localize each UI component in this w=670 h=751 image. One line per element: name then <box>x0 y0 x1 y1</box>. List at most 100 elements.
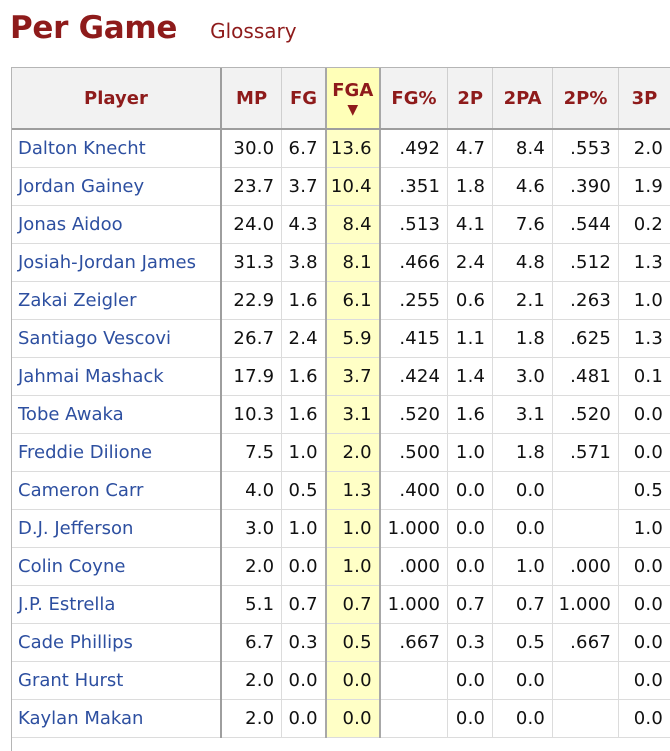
cell-fga: 2.0 <box>324 433 381 472</box>
cell-2pa: 0.0 <box>492 661 554 700</box>
table-row: Colin Coyne 2.0 0.0 1.0.000 0.0 1.0.000 0.0 <box>12 547 670 586</box>
column-header-fg[interactable]: FG <box>281 68 327 130</box>
table-row: Zakai Zeigler 22.9 1.6 6.1.255 0.6 2.1.263 1.0 <box>12 281 670 320</box>
cell-player: J.P. Estrella <box>12 585 222 624</box>
cell-fg: 1.6 <box>281 395 327 434</box>
cell-3p: 0.0 <box>618 433 670 472</box>
cell-3p: 1.0 <box>618 509 670 548</box>
player-link[interactable]: Zakai Zeigler <box>18 290 137 311</box>
cell-mp: 2.0 <box>220 699 283 738</box>
table-row: Jahmai Mashack 17.9 1.6 3.7.424 1.4 3.0.481 0.… <box>12 357 670 396</box>
player-link[interactable]: Jordan Gainey <box>18 176 145 197</box>
column-header-fg-pct[interactable]: FG% <box>379 68 449 130</box>
cell-fg-pct: .415 <box>379 319 449 358</box>
cell-fg: 4.3 <box>281 205 327 244</box>
cell-2p: 2.4 <box>447 243 494 282</box>
cell-player: Jahmai Mashack <box>12 357 222 396</box>
column-header-2p[interactable]: 2P <box>447 68 494 130</box>
player-link[interactable]: Colin Coyne <box>18 556 126 577</box>
player-link[interactable]: Jonas Aidoo <box>18 214 123 235</box>
cell-2p: 0.0 <box>447 547 494 586</box>
table-body: Dalton Knecht 30.0 6.7 13.6.492 4.7 8.4.553 2.… <box>12 129 670 738</box>
table-row: Freddie Dilione 7.5 1.0 2.0.500 1.0 1.8.571 0.… <box>12 433 670 472</box>
player-link[interactable]: J.P. Estrella <box>18 594 116 615</box>
cell-2pa: 1.8 <box>492 433 554 472</box>
cell-2pa: 7.6 <box>492 205 554 244</box>
cell-fg-pct: .351 <box>379 167 449 206</box>
column-header-3p[interactable]: 3P <box>618 68 670 130</box>
cell-fg-pct: .667 <box>379 623 449 662</box>
cell-2p-pct: .553 <box>552 129 620 168</box>
cell-player: Josiah-Jordan James <box>12 243 222 282</box>
cell-fga: 13.6 <box>324 129 381 168</box>
table-row: Tobe Awaka 10.3 1.6 3.1.520 1.6 3.1.520 0.0 <box>12 395 670 434</box>
column-header-mp[interactable]: MP <box>220 68 283 130</box>
cell-fg-pct: .466 <box>379 243 449 282</box>
cell-mp: 5.1 <box>220 585 283 624</box>
cell-fg: 3.7 <box>281 167 327 206</box>
cell-fga: 0.7 <box>324 585 381 624</box>
cell-2p-pct: .481 <box>552 357 620 396</box>
per-game-table-container[interactable]: Player MP FG FGA ▼ FG% 2P 2PA 2P% 3P Dal… <box>11 67 670 751</box>
cell-player: Zakai Zeigler <box>12 281 222 320</box>
player-link[interactable]: Freddie Dilione <box>18 442 153 463</box>
cell-mp: 2.0 <box>220 547 283 586</box>
glossary-link[interactable]: Glossary <box>210 19 297 43</box>
cell-2p-pct <box>552 471 620 510</box>
player-link[interactable]: Cade Phillips <box>18 632 133 653</box>
cell-mp: 31.3 <box>220 243 283 282</box>
cell-mp: 23.7 <box>220 167 283 206</box>
cell-mp: 26.7 <box>220 319 283 358</box>
column-header-player[interactable]: Player <box>12 68 222 130</box>
cell-fg: 1.6 <box>281 357 327 396</box>
cell-fga: 0.0 <box>324 661 381 700</box>
cell-3p: 0.0 <box>618 661 670 700</box>
cell-fg-pct: .424 <box>379 357 449 396</box>
cell-mp: 4.0 <box>220 471 283 510</box>
cell-2p-pct: .390 <box>552 167 620 206</box>
cell-2p-pct: .544 <box>552 205 620 244</box>
cell-fga: 8.1 <box>324 243 381 282</box>
cell-fg: 1.0 <box>281 509 327 548</box>
column-header-fga[interactable]: FGA ▼ <box>324 68 381 130</box>
cell-player: Grant Hurst <box>12 661 222 700</box>
cell-mp: 10.3 <box>220 395 283 434</box>
player-link[interactable]: Tobe Awaka <box>18 404 124 425</box>
cell-3p: 0.0 <box>618 395 670 434</box>
cell-2pa: 4.8 <box>492 243 554 282</box>
player-link[interactable]: Kaylan Makan <box>18 708 144 729</box>
cell-3p: 1.3 <box>618 319 670 358</box>
column-header-2pa[interactable]: 2PA <box>492 68 554 130</box>
player-link[interactable]: Jahmai Mashack <box>18 366 164 387</box>
cell-2p: 1.8 <box>447 167 494 206</box>
cell-3p: 0.2 <box>618 205 670 244</box>
player-link[interactable]: Grant Hurst <box>18 670 124 691</box>
cell-fg: 6.7 <box>281 129 327 168</box>
cell-fg: 0.0 <box>281 547 327 586</box>
table-row: Jordan Gainey 23.7 3.7 10.4.351 1.8 4.6.390 1.… <box>12 167 670 206</box>
table-row: Dalton Knecht 30.0 6.7 13.6.492 4.7 8.4.553 2.… <box>12 129 670 168</box>
player-link[interactable]: Cameron Carr <box>18 480 144 501</box>
cell-fg: 3.8 <box>281 243 327 282</box>
player-link[interactable]: D.J. Jefferson <box>18 518 134 539</box>
cell-mp: 6.7 <box>220 623 283 662</box>
cell-player: Freddie Dilione <box>12 433 222 472</box>
cell-2pa: 0.7 <box>492 585 554 624</box>
cell-2p: 1.1 <box>447 319 494 358</box>
player-link[interactable]: Santiago Vescovi <box>18 328 172 349</box>
cell-fg: 2.4 <box>281 319 327 358</box>
cell-2p-pct: .263 <box>552 281 620 320</box>
cell-2pa: 8.4 <box>492 129 554 168</box>
cell-2pa: 1.8 <box>492 319 554 358</box>
cell-2p-pct: .625 <box>552 319 620 358</box>
cell-3p: 1.9 <box>618 167 670 206</box>
cell-fga: 0.0 <box>324 699 381 738</box>
cell-fga: 10.4 <box>324 167 381 206</box>
cell-player: Kaylan Makan <box>12 699 222 738</box>
cell-2p-pct: 1.000 <box>552 585 620 624</box>
player-link[interactable]: Josiah-Jordan James <box>18 252 196 273</box>
column-header-2p-pct[interactable]: 2P% <box>552 68 620 130</box>
cell-player: Jordan Gainey <box>12 167 222 206</box>
table-row: Cade Phillips 6.7 0.3 0.5.667 0.3 0.5.667 0.0 <box>12 623 670 662</box>
player-link[interactable]: Dalton Knecht <box>18 138 146 159</box>
